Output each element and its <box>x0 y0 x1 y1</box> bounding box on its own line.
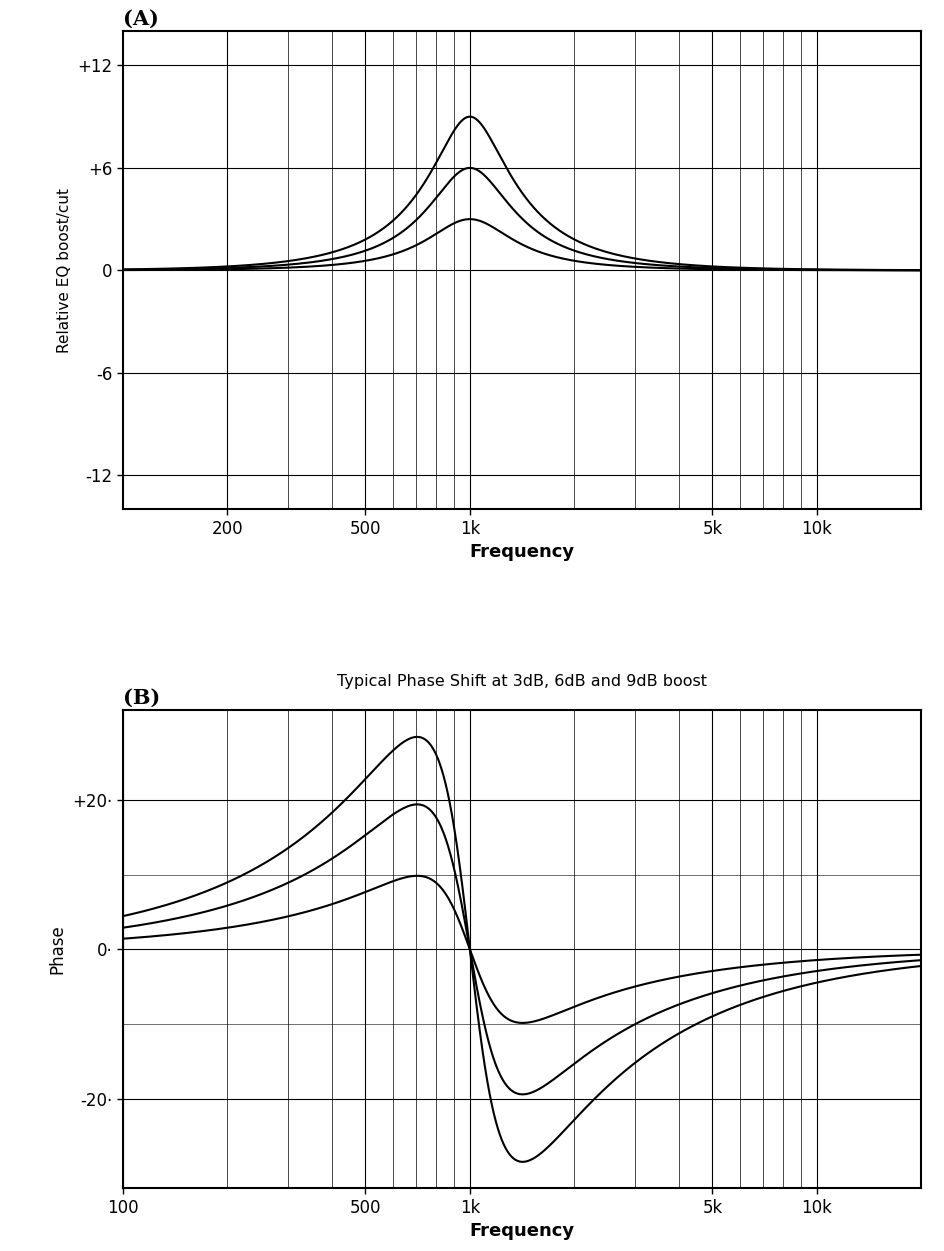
Text: Typical Phase Shift at 3dB, 6dB and 9dB boost: Typical Phase Shift at 3dB, 6dB and 9dB … <box>337 674 706 689</box>
X-axis label: Frequency: Frequency <box>469 1222 574 1241</box>
Y-axis label: Phase: Phase <box>48 924 67 975</box>
Y-axis label: Relative EQ boost/cut: Relative EQ boost/cut <box>57 188 72 353</box>
X-axis label: Frequency: Frequency <box>469 543 574 562</box>
Text: (B): (B) <box>123 687 160 707</box>
Text: (A): (A) <box>123 9 159 29</box>
